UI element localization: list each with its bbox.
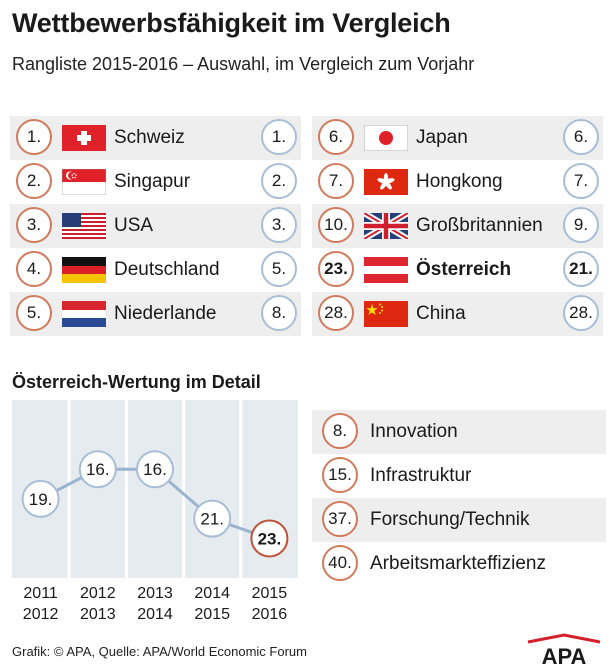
page-title: Wettbewerbsfähigkeit im Vergleich xyxy=(12,8,451,38)
previous-rank: 23. xyxy=(318,251,354,287)
chart-x-tick-label: 2012 xyxy=(23,606,59,623)
current-rank: 7. xyxy=(563,163,599,199)
gb-flag-icon xyxy=(364,213,408,239)
chart-point xyxy=(136,450,174,489)
chart-point xyxy=(193,499,232,538)
chart-point-label: 23. xyxy=(258,529,282,548)
cn-flag-icon xyxy=(364,301,408,327)
ranking-left: 1. Schweiz 1. 2. Singapur 2. 3. USA 3. 4… xyxy=(10,116,301,336)
detail-rank: 40. xyxy=(322,545,358,581)
detail-item: 8. Innovation xyxy=(312,410,606,454)
current-rank: 21. xyxy=(563,251,599,287)
current-rank: 8. xyxy=(261,295,297,331)
ranking-row: 1. Schweiz 1. xyxy=(10,116,301,160)
ranking-right: 6. Japan 6. 7. Hongkong 7. 10. Großbrita… xyxy=(312,116,603,336)
current-rank: 5. xyxy=(261,251,297,287)
ranking-row: 4. Deutschland 5. xyxy=(10,248,301,292)
chart-x-tick-label: 2013 xyxy=(137,585,173,602)
chart-x-tick-label: 2013 xyxy=(80,606,116,623)
jp-flag-icon xyxy=(364,125,408,151)
previous-rank: 2. xyxy=(16,163,52,199)
detail-item: 40. Arbeitsmarkteffizienz xyxy=(312,542,606,586)
us-flag-icon xyxy=(62,213,106,239)
nl-flag-icon xyxy=(62,301,106,327)
chart-x-tick-label: 2014 xyxy=(194,585,230,602)
detail-list: 8. Innovation 15. Infrastruktur 37. Fors… xyxy=(312,410,606,586)
source-footer: Grafik: © APA, Quelle: APA/World Economi… xyxy=(12,644,307,659)
country-name: China xyxy=(416,303,466,324)
apa-logo: APA xyxy=(522,633,606,669)
current-rank: 9. xyxy=(563,207,599,243)
previous-rank: 7. xyxy=(318,163,354,199)
country-name: Japan xyxy=(416,127,468,148)
previous-rank: 5. xyxy=(16,295,52,331)
chart-x-tick-label: 2012 xyxy=(80,585,116,602)
country-name: Singapur xyxy=(114,171,191,192)
chart-point xyxy=(250,519,289,558)
hk-flag-icon xyxy=(364,169,408,195)
detail-label: Arbeitsmarkteffizienz xyxy=(370,553,546,574)
country-name: Großbritannien xyxy=(416,215,543,236)
ranking-row: 6. Japan 6. xyxy=(312,116,603,160)
page-subtitle: Rangliste 2015-2016 – Auswahl, im Vergle… xyxy=(12,54,475,74)
previous-rank: 28. xyxy=(318,295,354,331)
country-name: Niederlande xyxy=(114,303,217,324)
country-name: Schweiz xyxy=(114,127,185,148)
detail-item: 37. Forschung/Technik xyxy=(312,498,606,542)
de-flag-icon xyxy=(62,257,106,283)
current-rank: 28. xyxy=(563,295,599,331)
ranking-row: 10. Großbritannien 9. xyxy=(312,204,603,248)
chart-x-tick-label: 2011 xyxy=(23,585,58,602)
apa-logo-text: APA xyxy=(542,644,587,667)
current-rank: 2. xyxy=(261,163,297,199)
chart-point xyxy=(78,450,117,489)
chart-point xyxy=(21,479,60,518)
country-name: USA xyxy=(114,215,154,236)
line-chart-svg: 19. 16. 16. 21. 23. 2011 2012 2012 2013 2013 2014 2… xyxy=(12,400,298,628)
chart-point-label: 21. xyxy=(200,510,224,529)
current-rank: 6. xyxy=(563,119,599,155)
chart-point-label: 16. xyxy=(86,460,110,479)
detail-label: Forschung/Technik xyxy=(370,509,530,530)
previous-rank: 1. xyxy=(16,119,52,155)
ranking-row: 2. Singapur 2. xyxy=(10,160,301,204)
ranking-row: 3. USA 3. xyxy=(10,204,301,248)
current-rank: 1. xyxy=(261,119,297,155)
ranking-row: 5. Niederlande 8. xyxy=(10,292,301,336)
country-name: Österreich xyxy=(416,259,512,280)
detail-section-title: Österreich-Wertung im Detail xyxy=(12,372,261,392)
previous-rank: 10. xyxy=(318,207,354,243)
ch-flag-icon xyxy=(62,125,106,151)
chart-x-tick-label: 2015 xyxy=(252,585,288,602)
ranking-row: 7. Hongkong 7. xyxy=(312,160,603,204)
current-rank: 3. xyxy=(261,207,297,243)
at-flag-icon xyxy=(364,257,408,283)
chart-x-tick-label: 2016 xyxy=(252,606,288,623)
detail-label: Infrastruktur xyxy=(370,465,472,486)
sg-flag-icon xyxy=(62,169,106,195)
ranking-row-highlight: 23. Österreich 21. xyxy=(312,248,603,292)
previous-rank: 3. xyxy=(16,207,52,243)
chart-x-tick-label: 2015 xyxy=(194,606,230,623)
detail-rank: 8. xyxy=(322,413,358,449)
chart-point-label: 19. xyxy=(29,490,53,509)
line-chart: 19. 16. 16. 21. 23. 2011 2012 2012 2013 2013 2014 2… xyxy=(12,400,298,628)
country-name: Deutschland xyxy=(114,259,220,280)
apa-logo-icon: APA xyxy=(527,633,601,669)
country-name: Hongkong xyxy=(416,171,503,192)
detail-rank: 15. xyxy=(322,457,358,493)
detail-rank: 37. xyxy=(322,501,358,537)
detail-label: Innovation xyxy=(370,421,458,442)
previous-rank: 6. xyxy=(318,119,354,155)
previous-rank: 4. xyxy=(16,251,52,287)
ranking-row: 28. China 28. xyxy=(312,292,603,336)
chart-x-tick-label: 2014 xyxy=(137,606,173,623)
detail-item: 15. Infrastruktur xyxy=(312,454,606,498)
chart-point-label: 16. xyxy=(143,460,167,479)
